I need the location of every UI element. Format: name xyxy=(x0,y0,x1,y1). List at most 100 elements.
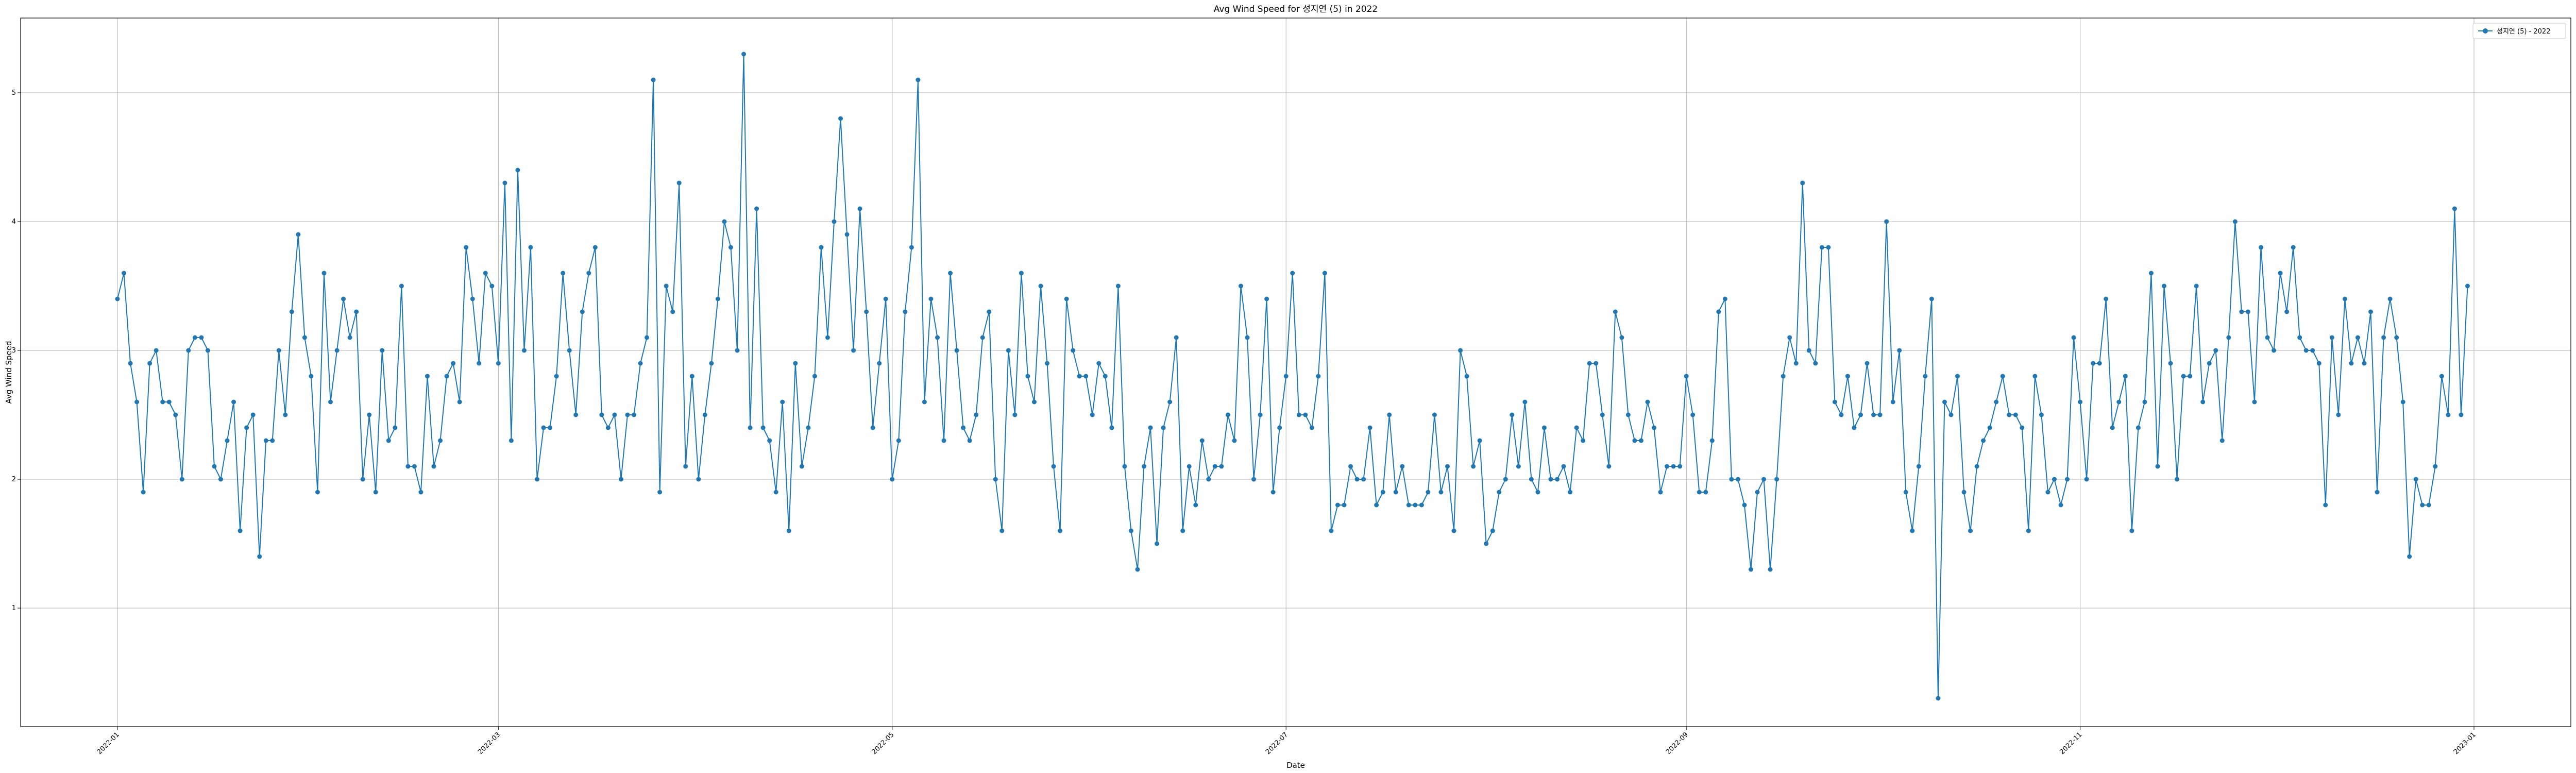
data-point xyxy=(2278,271,2283,276)
data-point xyxy=(1354,477,1360,482)
data-point xyxy=(2310,348,2315,353)
data-point xyxy=(321,271,327,276)
data-point xyxy=(1845,374,1850,379)
data-point xyxy=(1497,490,1502,495)
data-point xyxy=(638,361,643,366)
data-point xyxy=(489,283,495,289)
data-point xyxy=(2407,554,2412,559)
data-point xyxy=(1819,245,1824,250)
data-point xyxy=(1212,464,1217,469)
data-point xyxy=(2188,374,2193,379)
data-point xyxy=(2045,490,2050,495)
data-point xyxy=(1025,374,1030,379)
data-point xyxy=(618,477,623,482)
data-point xyxy=(974,412,979,417)
data-point xyxy=(1451,528,1456,533)
data-point xyxy=(961,425,966,430)
data-point xyxy=(586,271,591,276)
data-point xyxy=(257,554,262,559)
data-point xyxy=(1839,412,1844,417)
data-point xyxy=(1322,271,1327,276)
data-point xyxy=(1122,464,1127,469)
data-point xyxy=(1716,309,1721,314)
data-point xyxy=(922,399,927,405)
data-point xyxy=(2123,374,2128,379)
data-point xyxy=(380,348,385,353)
data-point xyxy=(1974,464,1979,469)
data-point xyxy=(1852,425,1857,430)
data-point xyxy=(702,412,707,417)
data-point xyxy=(1632,438,1637,443)
data-point xyxy=(1187,464,1192,469)
data-point xyxy=(1374,502,1379,508)
data-point xyxy=(276,348,281,353)
data-point xyxy=(1555,477,1560,482)
data-point xyxy=(1936,696,1941,701)
data-point xyxy=(670,309,675,314)
data-point xyxy=(806,425,811,430)
data-point xyxy=(2071,335,2076,340)
data-point xyxy=(179,477,184,482)
data-point xyxy=(1090,412,1095,417)
data-point xyxy=(1709,438,1715,443)
data-point xyxy=(328,399,333,405)
data-point xyxy=(1445,464,1450,469)
data-point xyxy=(1245,335,1250,340)
data-point xyxy=(2303,348,2309,353)
data-point xyxy=(218,477,223,482)
data-point xyxy=(786,528,791,533)
data-point xyxy=(2265,335,2270,340)
x-axis-title: Date xyxy=(1286,761,1305,770)
data-point xyxy=(844,232,850,237)
data-point xyxy=(1806,348,1811,353)
data-point xyxy=(2291,245,2296,250)
data-point xyxy=(1342,502,1347,508)
data-point xyxy=(1697,490,1702,495)
data-point xyxy=(2272,348,2277,353)
data-point xyxy=(1103,374,1108,379)
data-point xyxy=(890,477,895,482)
data-point xyxy=(1199,438,1205,443)
data-point xyxy=(1774,477,1780,482)
data-point xyxy=(2465,283,2470,289)
data-point xyxy=(1128,528,1133,533)
data-point xyxy=(2194,283,2199,289)
data-point xyxy=(341,296,346,301)
data-point xyxy=(535,477,540,482)
y-tick-label: 2 xyxy=(12,476,16,483)
data-point xyxy=(2065,477,2070,482)
data-point xyxy=(1258,412,1263,417)
grid-lines xyxy=(21,18,2571,727)
data-point xyxy=(2239,309,2244,314)
data-point xyxy=(1832,399,1837,405)
data-point xyxy=(1813,361,1818,366)
data-point xyxy=(1761,477,1767,482)
data-point xyxy=(657,490,663,495)
data-point xyxy=(1755,490,1760,495)
data-point xyxy=(2078,399,2083,405)
data-point xyxy=(2058,502,2063,508)
data-point xyxy=(1426,490,1431,495)
data-point xyxy=(515,167,520,173)
y-tick-label: 1 xyxy=(12,604,16,612)
data-point xyxy=(1948,412,1954,417)
data-point xyxy=(1587,361,1592,366)
data-point xyxy=(141,490,146,495)
data-point xyxy=(1161,425,1166,430)
data-point xyxy=(760,425,766,430)
data-point xyxy=(967,438,972,443)
data-point xyxy=(2336,412,2341,417)
data-point xyxy=(1703,490,1708,495)
data-point xyxy=(2297,335,2302,340)
data-point xyxy=(2116,399,2122,405)
data-point xyxy=(2394,335,2399,340)
data-point xyxy=(2349,361,2354,366)
data-point xyxy=(1987,425,1992,430)
data-point xyxy=(1548,477,1553,482)
data-point xyxy=(2219,438,2225,443)
data-point xyxy=(1625,412,1631,417)
data-point xyxy=(1006,348,1011,353)
data-point xyxy=(1096,361,1101,366)
